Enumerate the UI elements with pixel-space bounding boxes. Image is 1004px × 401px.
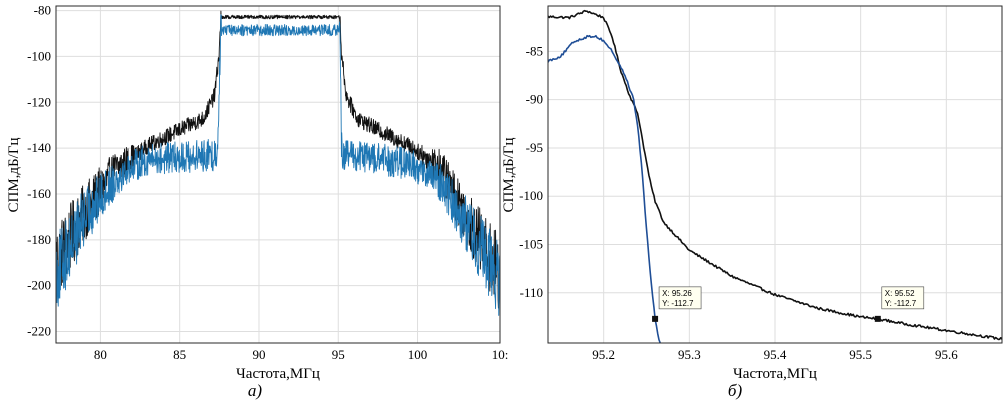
y-tick-label: -160 bbox=[27, 186, 51, 201]
plot-area-b bbox=[548, 9, 1002, 343]
chart-panel-a: 80 85 90 95 100 10: -80 -100 -120 -140 -160 -180 -2… bbox=[6, 3, 508, 400]
y-tick-label: -95 bbox=[526, 140, 543, 155]
axes-frame-a bbox=[55, 5, 501, 344]
x-tick-label: 95 bbox=[332, 347, 345, 362]
x-tick-label: 90 bbox=[252, 347, 265, 362]
y-tick-label: -80 bbox=[34, 3, 51, 18]
y-tick-label: -100 bbox=[27, 48, 51, 63]
x-tick-label: 85 bbox=[173, 347, 186, 362]
y-ticks-a: -80 -100 -120 -140 -160 -180 -200 -220 bbox=[27, 3, 51, 339]
datatip-marker[interactable] bbox=[652, 315, 659, 322]
y-tick-label: -90 bbox=[526, 92, 543, 107]
y-tick-label: -85 bbox=[526, 43, 543, 58]
x-tick-label: 95.6 bbox=[935, 347, 958, 362]
x-ticks-a: 80 85 90 95 100 10: bbox=[94, 347, 508, 362]
datatip-box bbox=[881, 286, 925, 310]
panel-caption-b: б) bbox=[728, 381, 743, 400]
y-tick-label: -180 bbox=[27, 232, 51, 247]
datatip-y-label: Y: -112.7 bbox=[662, 299, 694, 308]
datatip-marker[interactable] bbox=[874, 315, 881, 322]
y-ticks-b: -85 -90 -95 -100 -105 -110 bbox=[519, 43, 543, 299]
axes-frame-b bbox=[547, 5, 1003, 344]
datatip-x-label: X: 95.52 bbox=[885, 289, 915, 298]
y-tick-label: -120 bbox=[27, 94, 51, 109]
panel-caption-a: а) bbox=[248, 381, 263, 400]
y-tick-label: -100 bbox=[519, 188, 543, 203]
series-line-black bbox=[548, 9, 1002, 341]
y-tick-label: -105 bbox=[519, 237, 543, 252]
y-tick-label: -200 bbox=[27, 278, 51, 293]
grid-a bbox=[56, 6, 500, 343]
x-axis-label-a: Частота,МГц bbox=[236, 366, 320, 382]
datatips-b: X: 95.26Y: -112.7X: 95.52Y: -112.7 bbox=[652, 286, 925, 322]
datatip-x-label: X: 95.26 bbox=[662, 289, 692, 298]
x-axis-label-b: Частота,МГц bbox=[733, 366, 817, 382]
datatip-y-label: Y: -112.7 bbox=[885, 299, 917, 308]
x-tick-label: 100 bbox=[408, 347, 428, 362]
chart-panel-b: 95.2 95.3 95.4 95.5 95.6 -85 -90 -95 -100 -105 -1… bbox=[501, 5, 1003, 400]
y-tick-label: -140 bbox=[27, 140, 51, 155]
y-tick-label: -110 bbox=[520, 285, 543, 300]
x-ticks-b: 95.2 95.3 95.4 95.5 95.6 bbox=[592, 347, 958, 362]
y-axis-label-a: СПМ,дБ/Гц bbox=[6, 137, 22, 212]
y-axis-label-b: СПМ,дБ/Гц bbox=[501, 137, 517, 212]
x-tick-label: 95.2 bbox=[592, 347, 615, 362]
x-tick-label: 95.4 bbox=[764, 347, 787, 362]
series-line-blue bbox=[548, 34, 662, 343]
x-tick-label: 95.5 bbox=[849, 347, 872, 362]
series-line-blue bbox=[56, 14, 500, 316]
datatip-box bbox=[658, 286, 702, 310]
x-tick-label: 95.3 bbox=[678, 347, 701, 362]
plot-area-a bbox=[56, 10, 500, 316]
x-tick-label: 10: bbox=[492, 347, 509, 362]
y-tick-label: -220 bbox=[27, 324, 51, 339]
x-tick-label: 80 bbox=[94, 347, 107, 362]
